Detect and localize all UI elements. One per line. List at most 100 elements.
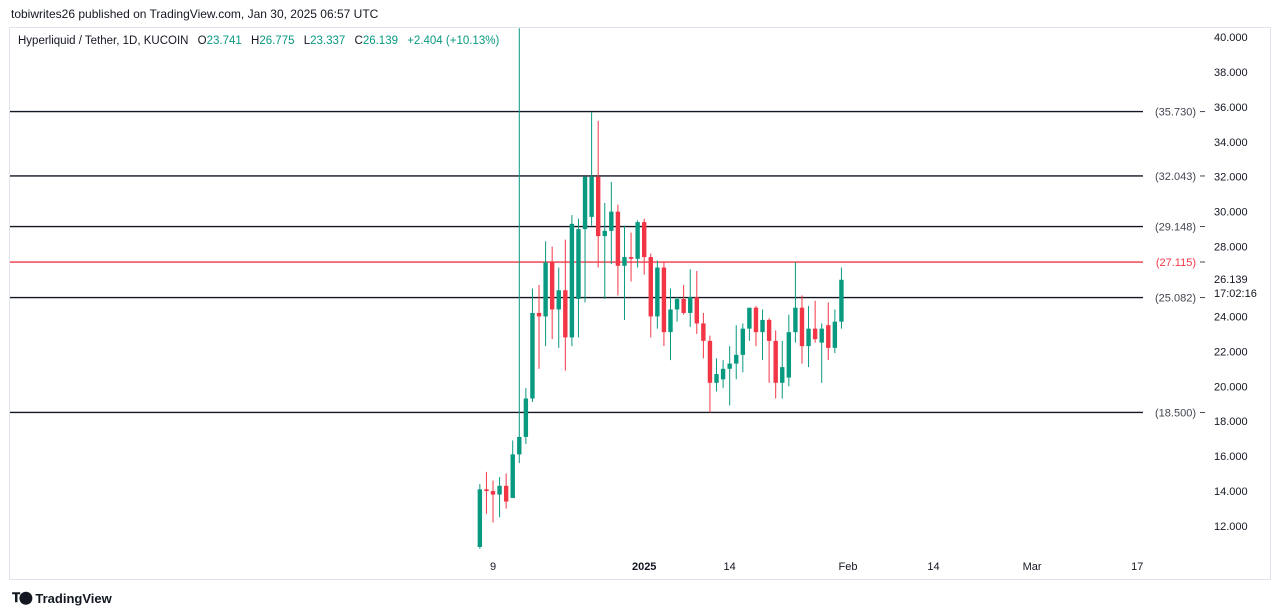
publisher-caption: tobiwrites26 published on TradingView.co… [11, 7, 379, 21]
level-label: (32.043) [1155, 171, 1196, 183]
candle-body [826, 325, 831, 348]
candle-up [497, 477, 502, 518]
candle-up [839, 267, 844, 329]
level-label: (18.500) [1155, 407, 1196, 419]
candle-body [819, 328, 824, 343]
candle-body [543, 262, 548, 317]
candle-body [668, 309, 673, 333]
candle-body [674, 298, 680, 310]
candle-body [681, 298, 686, 313]
candle-up [556, 267, 561, 348]
price-tick-label: 18.000 [1214, 416, 1248, 428]
candle-body [780, 367, 785, 383]
price-tick-label: 28.000 [1214, 242, 1248, 254]
candle-body [740, 328, 746, 355]
candle-down [595, 120, 601, 268]
level-label: (27.115) [1156, 257, 1196, 269]
chart-frame [9, 27, 1271, 580]
candle-body [477, 489, 483, 547]
candle-body [720, 368, 726, 380]
candle-down [753, 305, 759, 347]
candle-body [582, 176, 588, 230]
candle-down [773, 330, 778, 399]
candle-body [839, 279, 844, 322]
price-tick-label: 36.000 [1214, 102, 1248, 114]
candle-down [484, 471, 489, 514]
candle-body [549, 262, 555, 310]
time-tick-label: Mar [1023, 561, 1042, 573]
candle-body [734, 354, 739, 364]
candle-down [642, 218, 647, 275]
candle-body [688, 297, 693, 313]
bar-countdown: 17:02:16 [1214, 288, 1257, 300]
candle-up [806, 305, 811, 368]
price-axis: 12.000 14.000 16.000 18.000 20.000 22.000 24.0… [1214, 32, 1248, 533]
low-value: 23.337 [310, 35, 346, 47]
candle-down [615, 204, 621, 296]
candle-body [563, 290, 568, 338]
candle-body [760, 319, 765, 333]
candle-body [661, 267, 667, 333]
candle-down [701, 312, 706, 359]
level-label: (25.082) [1155, 293, 1196, 305]
candle-body [766, 319, 772, 341]
candle-body [635, 222, 640, 259]
candle-up [510, 440, 515, 499]
candle-up [589, 112, 594, 226]
candle-up [576, 218, 581, 338]
price-tick-label: 40.000 [1214, 32, 1248, 44]
candle-body [747, 307, 752, 329]
candle-up [477, 484, 483, 549]
close-label: C [354, 35, 363, 47]
candle-down [628, 232, 634, 282]
candle-down [661, 262, 667, 347]
candle-body [806, 328, 811, 347]
candle-up [582, 176, 588, 303]
candle-up [720, 360, 726, 389]
high-value: 26.775 [259, 35, 295, 47]
candle-body [832, 321, 838, 348]
price-tick-label: 32.000 [1214, 172, 1248, 184]
candle-up [747, 307, 752, 341]
candle-body [655, 267, 660, 317]
candle-body [648, 257, 653, 317]
candle-body [642, 222, 647, 258]
candle-up [688, 269, 693, 327]
candle-body [510, 454, 515, 499]
last-price-label: 26.139 [1214, 274, 1248, 286]
candle-up [622, 225, 627, 320]
candle-up [793, 262, 798, 343]
time-tick-label: 14 [724, 561, 736, 573]
low-label: L [303, 35, 311, 47]
price-tick-label: 30.000 [1214, 207, 1248, 219]
candle-down [766, 318, 772, 383]
candle-down [490, 480, 496, 523]
candle-body [694, 297, 699, 324]
candle-up [714, 358, 719, 392]
candle-body [536, 312, 542, 317]
price-tick-label: 14.000 [1214, 486, 1248, 498]
candle-body [773, 340, 778, 383]
high-label: H [251, 35, 260, 47]
candle-down [549, 246, 555, 340]
candle-body [714, 374, 719, 383]
candles [477, 28, 844, 549]
candle-body [602, 230, 607, 237]
candle-up [543, 241, 548, 347]
candle-down [648, 253, 653, 338]
candle-body [609, 211, 614, 231]
candle-body [615, 211, 621, 266]
candle-up [819, 323, 824, 383]
candle-body [523, 398, 529, 437]
candle-down [536, 284, 542, 369]
tradingview-footer[interactable]: 𝐓⬤ TradingView [12, 590, 112, 606]
price-tick-label: 22.000 [1214, 346, 1248, 358]
candle-down [694, 271, 699, 334]
open-label: O [197, 35, 207, 47]
candle-body [497, 485, 502, 495]
candle-body [786, 332, 792, 378]
symbol-title: Hyperliquid / Tether, 1D, KUCOIN [18, 35, 189, 47]
price-tick-label: 20.000 [1214, 381, 1248, 393]
price-tick-label: 12.000 [1214, 521, 1248, 533]
